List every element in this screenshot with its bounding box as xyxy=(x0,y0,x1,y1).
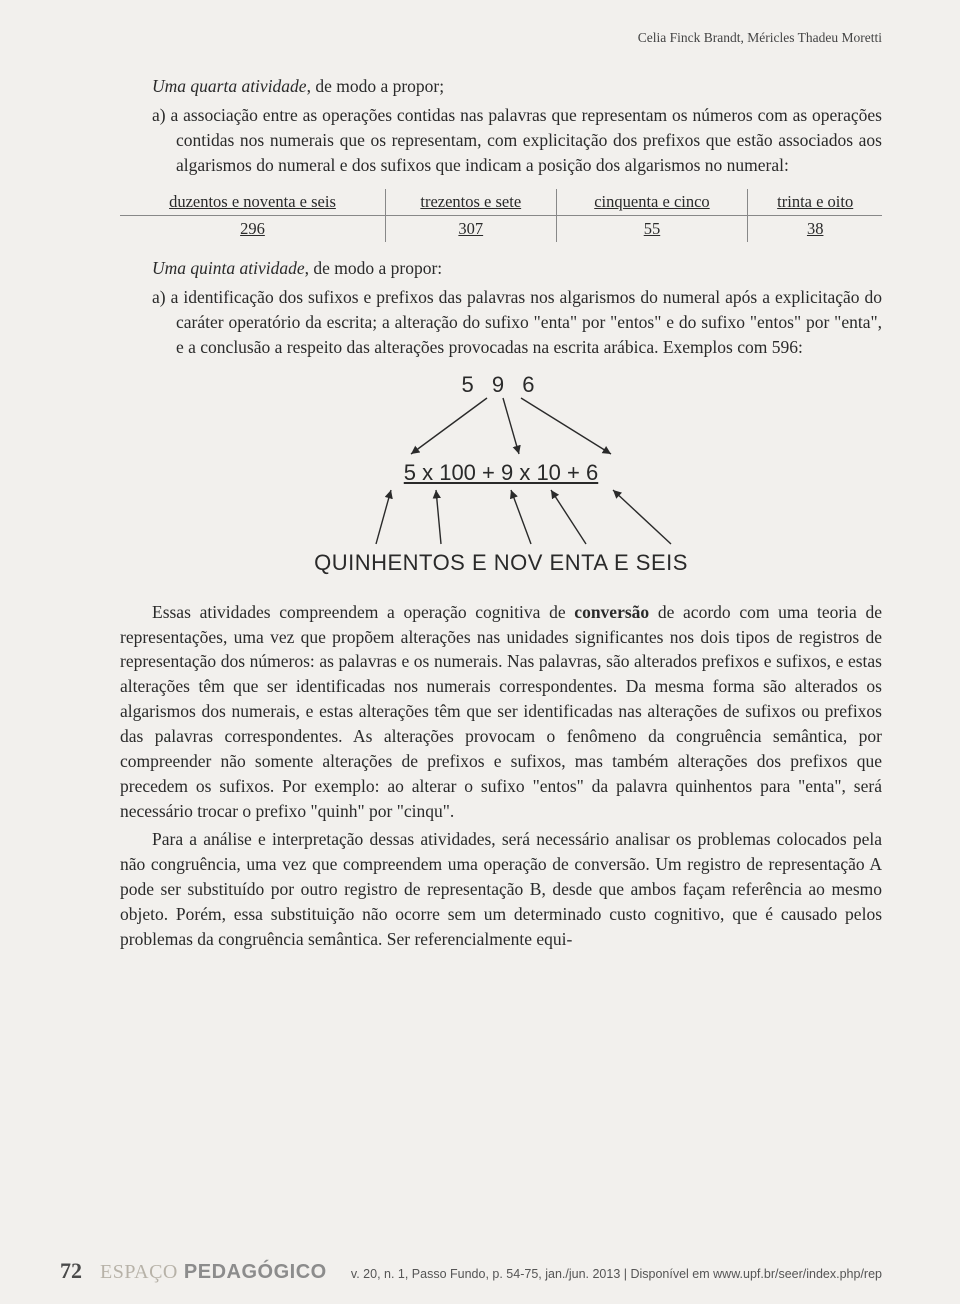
running-head: Celia Finck Brandt, Méricles Thadeu More… xyxy=(120,30,882,46)
table-value-cell: 38 xyxy=(748,216,882,243)
journal-title: ESPAÇO PEDAGÓGICO xyxy=(100,1261,327,1284)
table-row: duzentos e noventa e seis trezentos e se… xyxy=(120,189,882,216)
word-number-table: duzentos e noventa e seis trezentos e se… xyxy=(120,189,882,242)
journal-title-espaco: ESPAÇO xyxy=(100,1261,178,1283)
table-value-cell: 296 xyxy=(120,216,385,243)
table-header-cell: duzentos e noventa e seis xyxy=(120,189,385,216)
table-header-cell: trinta e oito xyxy=(748,189,882,216)
para1-pre: Essas atividades compreendem a operação … xyxy=(152,602,574,622)
quarta-lead-rest: , de modo a propor; xyxy=(307,76,445,96)
quinta-item-a: a) a identificação dos sufixos e prefixo… xyxy=(120,285,882,360)
page-footer: 72 ESPAÇO PEDAGÓGICO v. 20, n. 1, Passo … xyxy=(60,1258,882,1284)
quinta-lead-rest: , de modo a propor: xyxy=(305,258,443,278)
table-value-cell: 307 xyxy=(385,216,556,243)
paragraph-analise: Para a análise e interpretação dessas at… xyxy=(120,827,882,951)
quarta-lead: Uma quarta atividade, de modo a propor; xyxy=(120,74,882,99)
page-number: 72 xyxy=(60,1258,82,1284)
journal-title-pedagogico: PEDAGÓGICO xyxy=(178,1261,327,1283)
paragraph-conversao: Essas atividades compreendem a operação … xyxy=(120,600,882,824)
para1-bold: conversão xyxy=(574,602,649,622)
footer-meta: v. 20, n. 1, Passo Fundo, p. 54-75, jan.… xyxy=(351,1267,882,1281)
quinta-lead-italic: Uma quinta atividade xyxy=(152,258,305,278)
table-header-cell: cinquenta e cinco xyxy=(556,189,748,216)
diagram-arrows xyxy=(241,372,761,582)
table-header-cell: trezentos e sete xyxy=(385,189,556,216)
table-value-cell: 55 xyxy=(556,216,748,243)
para1-post: de acordo com uma teoria de representaçõ… xyxy=(120,602,882,821)
table-row: 296 307 55 38 xyxy=(120,216,882,243)
quinta-lead: Uma quinta atividade, de modo a propor: xyxy=(120,256,882,281)
quarta-lead-italic: Uma quarta atividade xyxy=(152,76,307,96)
decomposition-diagram: 5 9 6 5 x 100 + 9 x 10 + 6 QUINHENTOS E … xyxy=(241,372,761,582)
quarta-item-a: a) a associação entre as operações conti… xyxy=(120,103,882,178)
